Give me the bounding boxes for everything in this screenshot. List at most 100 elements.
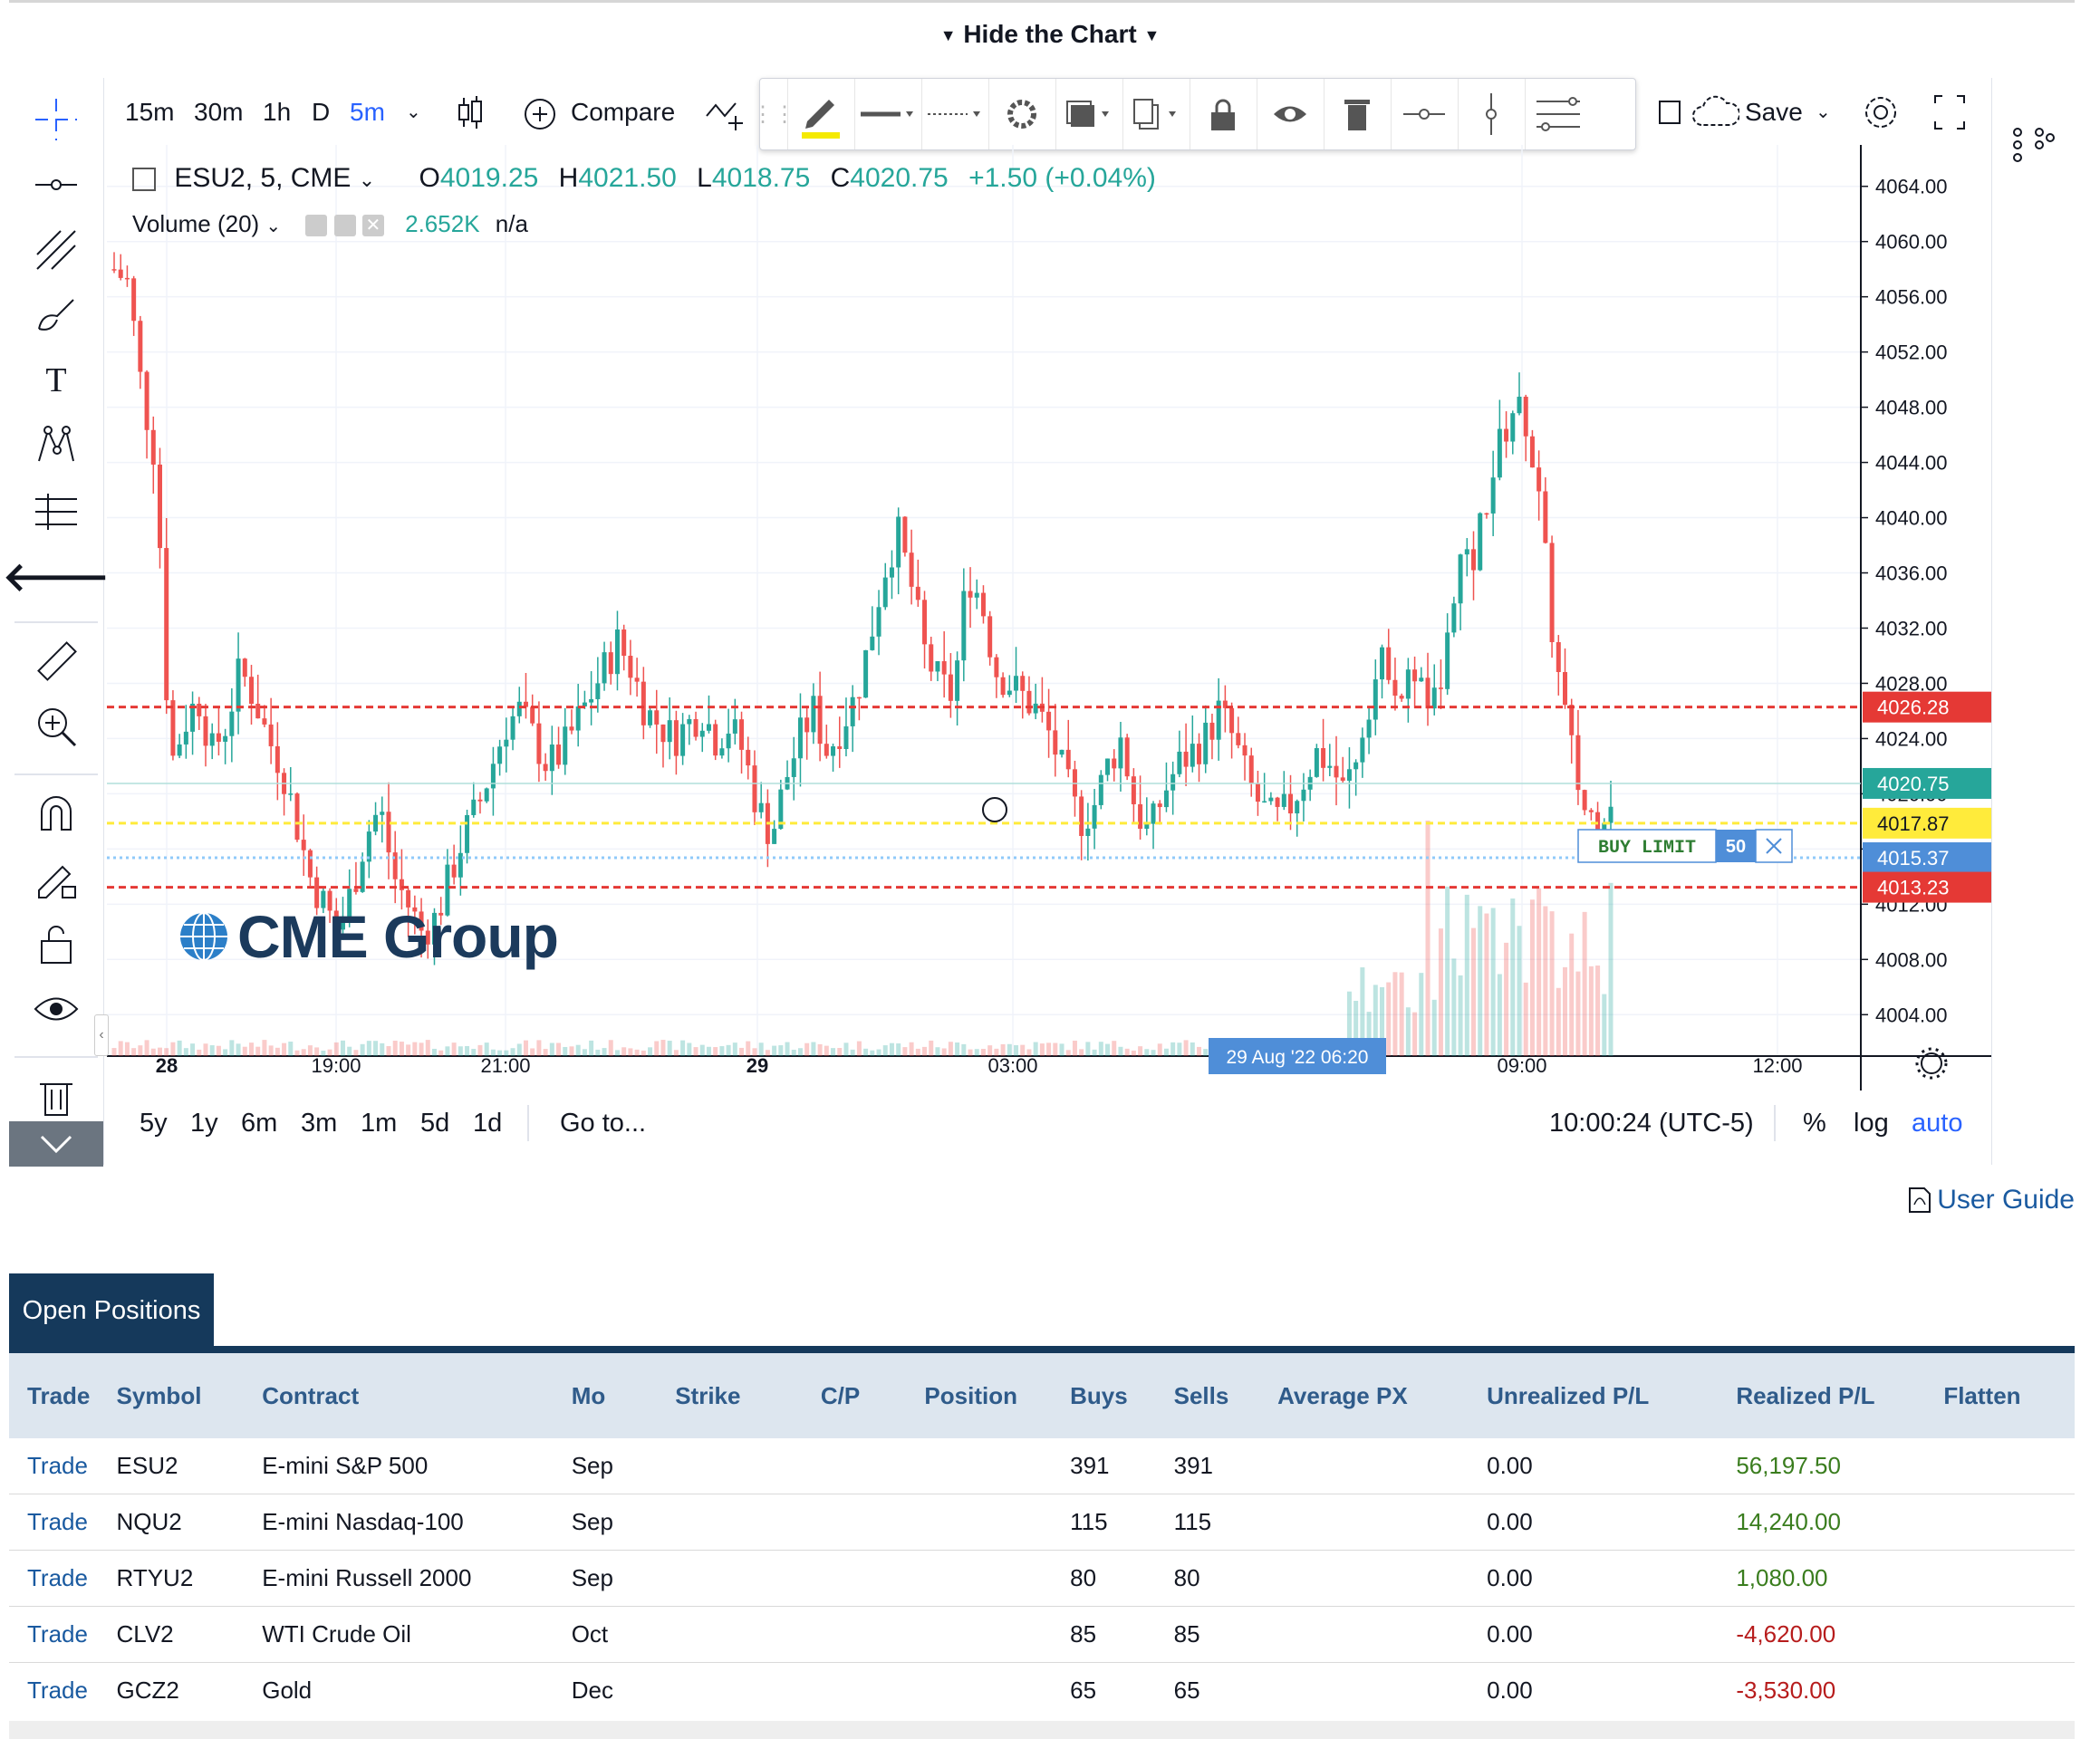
clock-timezone[interactable]: 10:00:24 (UTC-5) (1549, 1109, 1754, 1138)
indicators-icon[interactable] (705, 80, 745, 145)
line-style-icon[interactable] (921, 79, 989, 149)
crosshair-icon[interactable] (9, 92, 103, 147)
range-1y[interactable]: 1y (190, 1109, 218, 1138)
volume-label[interactable]: Volume (20) (132, 210, 260, 237)
volume-visibility-icon[interactable] (305, 215, 328, 237)
zoom-in-icon[interactable] (9, 699, 103, 754)
flatten-cell[interactable] (1943, 1494, 2075, 1551)
column-header[interactable]: C/P (820, 1353, 925, 1438)
flatten-cell[interactable] (1943, 1663, 2075, 1719)
horizontal-line-icon[interactable] (9, 158, 103, 212)
candle-body (929, 644, 934, 672)
clone-icon[interactable] (1122, 79, 1190, 149)
chevron-down-icon[interactable]: ⌄ (265, 216, 282, 236)
column-header[interactable]: Position (924, 1353, 1071, 1438)
brush-icon[interactable] (9, 288, 103, 342)
pitchfork-icon[interactable] (9, 223, 103, 277)
lock-icon[interactable] (1190, 79, 1257, 149)
settings-gear-icon[interactable] (1861, 80, 1901, 145)
price-tick-label: 4052.00 (1875, 341, 1948, 364)
hide-chart-toggle[interactable]: ▼ Hide the Chart ▼ (0, 20, 2100, 49)
volume-remove-icon[interactable]: ✕ (361, 215, 384, 237)
vertical-line-icon[interactable] (1458, 79, 1526, 149)
collapse-legend-icon[interactable] (132, 168, 156, 192)
pencil-color-icon[interactable] (787, 79, 855, 149)
trash-icon[interactable] (9, 1069, 103, 1123)
horizontal-ray-icon[interactable] (1391, 79, 1459, 149)
column-header[interactable]: Average PX (1277, 1353, 1488, 1438)
save-button[interactable]: Save (1692, 80, 1803, 145)
range-3m[interactable]: 3m (301, 1109, 338, 1138)
column-header[interactable]: Realized P/L (1736, 1353, 1944, 1438)
unlock-icon[interactable] (9, 917, 103, 971)
trade-link[interactable]: Trade (9, 1438, 117, 1494)
more-options-icon[interactable] (1525, 79, 1592, 149)
column-header[interactable]: Symbol (116, 1353, 263, 1438)
range-1m[interactable]: 1m (361, 1109, 398, 1138)
compare-button[interactable]: Compare (524, 80, 675, 145)
trade-link[interactable]: Trade (9, 1550, 117, 1607)
volume-bar (667, 1041, 672, 1056)
time-axis-settings-icon[interactable] (1915, 1047, 1948, 1080)
column-header[interactable]: Sells (1173, 1353, 1278, 1438)
column-header[interactable]: Strike (675, 1353, 821, 1438)
column-header[interactable]: Unrealized P/L (1487, 1353, 1737, 1438)
chevron-down-icon[interactable] (9, 1121, 103, 1167)
column-header[interactable]: Trade (9, 1353, 117, 1438)
delete-trash-icon[interactable] (1324, 79, 1392, 149)
drawing-settings-gear-icon[interactable] (988, 79, 1056, 149)
flatten-cell[interactable] (1943, 1550, 2075, 1607)
column-header[interactable]: Contract (262, 1353, 572, 1438)
back-arrow-icon[interactable]: 🡐 (3, 555, 110, 600)
rectangle-icon[interactable] (1656, 80, 1683, 145)
range-1d[interactable]: 1d (473, 1109, 503, 1138)
flatten-cell[interactable] (1943, 1438, 2075, 1494)
tab-open-positions[interactable]: Open Positions (9, 1273, 214, 1348)
interval-d[interactable]: D (312, 98, 331, 126)
collapse-toolbar-chevron-icon[interactable]: ‹ (94, 1014, 109, 1056)
close-icon[interactable] (1766, 838, 1782, 854)
column-header[interactable]: Flatten (1943, 1353, 2075, 1438)
trade-link[interactable]: Trade (9, 1494, 117, 1551)
volume-settings-icon[interactable] (333, 215, 356, 237)
go-to-button[interactable]: Go to... (560, 1109, 647, 1138)
price-chart[interactable]: 4064.00 4060.00 4056.00 4052.00 4048.00 4044.… (107, 145, 1991, 1090)
trade-link[interactable]: Trade (27, 1677, 88, 1704)
eye-icon[interactable] (9, 982, 103, 1036)
candles-icon[interactable] (457, 80, 484, 145)
buy-limit-order[interactable]: BUY LIMIT 50 (1577, 829, 1793, 863)
range-5y[interactable]: 5y (140, 1109, 168, 1138)
pattern-icon[interactable] (9, 418, 103, 473)
auto-scale-button[interactable]: auto (1912, 1109, 1963, 1138)
magnet-icon[interactable] (9, 786, 103, 841)
percent-scale-button[interactable]: % (1803, 1109, 1826, 1138)
trade-link[interactable]: Trade (9, 1606, 117, 1663)
visibility-eye-icon[interactable] (1257, 79, 1325, 149)
line-width-icon[interactable] (854, 79, 922, 149)
chevron-down-icon[interactable]: ⌄ (358, 168, 376, 191)
user-guide-link[interactable]: User Guide (1908, 1185, 2075, 1215)
interval-30m[interactable]: 30m (194, 98, 244, 126)
interval-1h[interactable]: 1h (263, 98, 292, 126)
column-header[interactable]: Buys (1070, 1353, 1174, 1438)
interval-15m[interactable]: 15m (125, 98, 175, 126)
fill-color-icon[interactable] (1055, 79, 1123, 149)
lock-pencil-icon[interactable] (9, 851, 103, 906)
flatten-cell[interactable] (1943, 1606, 2075, 1663)
text-tool-icon[interactable]: T (45, 361, 67, 399)
legend-symbol[interactable]: ESU2, 5, CME (174, 163, 352, 193)
drag-handle-icon[interactable]: ⋮⋮ (752, 79, 795, 149)
range-6m[interactable]: 6m (241, 1109, 278, 1138)
log-scale-button[interactable]: log (1854, 1109, 1889, 1138)
prediction-icon[interactable] (9, 484, 103, 538)
column-header[interactable]: Mo (571, 1353, 676, 1438)
interval-dropdown-icon[interactable]: ⌄ (406, 102, 421, 122)
range-5d[interactable]: 5d (420, 1109, 450, 1138)
candle-body (516, 701, 522, 716)
ruler-icon[interactable] (9, 634, 103, 688)
candle-body (347, 889, 352, 919)
interval-5m[interactable]: 5m (350, 98, 385, 126)
save-dropdown-icon[interactable]: ⌄ (1816, 102, 1831, 122)
watchlist-icon[interactable] (2012, 125, 2056, 169)
fullscreen-icon[interactable] (1931, 80, 1968, 145)
